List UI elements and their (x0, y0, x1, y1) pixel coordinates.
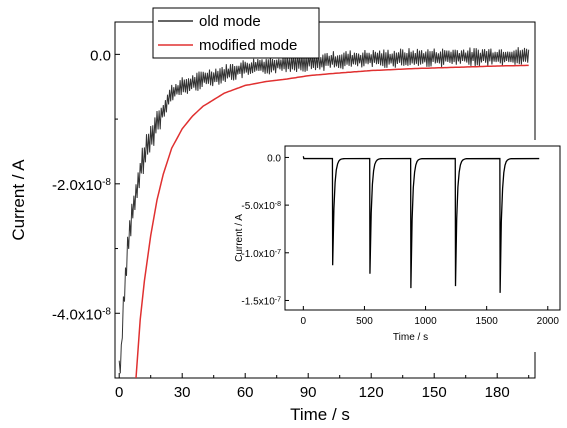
inset-y-tick-label: 0.0 (267, 153, 281, 164)
inset-y-tick-label: -1.5x10-7 (241, 296, 281, 308)
inset-x-tick-label: 500 (356, 316, 373, 327)
inset-x-tick-label: 1000 (414, 316, 437, 327)
x-tick-label: 180 (485, 384, 510, 401)
inset-y-tick-label: -5.0x10-8 (241, 201, 281, 213)
inset-x-tick-label: 1500 (476, 316, 499, 327)
inset-x-axis-title: Time / s (393, 332, 428, 343)
inset-frame (284, 145, 561, 311)
x-tick-label: 0 (115, 384, 123, 401)
legend-label-modified-mode: modified mode (199, 37, 297, 54)
inset-y-axis-title: Current / A (234, 214, 245, 262)
y-axis-title: Current / A (9, 159, 28, 241)
inset-y-tick-label: -1.0x10-7 (241, 248, 281, 260)
inset-x-tick-label: 0 (301, 316, 307, 327)
series-old-mode-line (118, 47, 530, 374)
inset-series-line (302, 156, 540, 293)
y-tick-label: 0.0 (90, 47, 111, 64)
inset-background (230, 140, 566, 352)
series-modified-mode-line (135, 64, 529, 378)
legend: old mode modified mode (152, 7, 320, 59)
x-tick-label: 90 (300, 384, 317, 401)
x-tick-label: 30 (174, 384, 191, 401)
y-tick-label: -4.0x10-8 (52, 306, 111, 324)
legend-box (152, 7, 320, 59)
legend-label-old-mode: old mode (199, 13, 261, 30)
x-tick-label: 120 (359, 384, 384, 401)
inset-x-tick-label: 2000 (537, 316, 560, 327)
x-tick-label: 60 (237, 384, 254, 401)
x-tick-label: 150 (422, 384, 447, 401)
x-axis-title: Time / s (290, 405, 350, 424)
y-tick-label: -2.0x10-8 (52, 176, 111, 194)
inset-plot: 0 500 1000 1500 2000 0.0 -5.0x10-8 -1.0x10-7 -1.… (230, 140, 566, 352)
main-plot: 0 30 60 90 120 150 180 -4.0x10-8 -2.0x10-8 0.0 Tim… (9, 21, 536, 424)
